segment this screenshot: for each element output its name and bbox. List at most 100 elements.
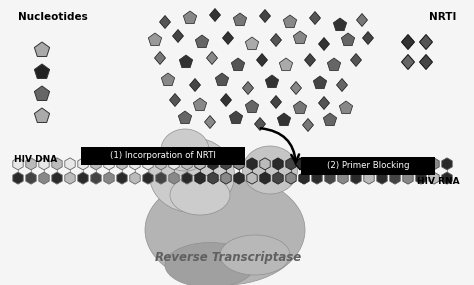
Polygon shape (91, 158, 101, 170)
Polygon shape (293, 31, 307, 44)
Text: (2) Primer Blocking: (2) Primer Blocking (327, 162, 409, 170)
Polygon shape (323, 113, 337, 126)
Polygon shape (247, 172, 257, 184)
Polygon shape (350, 54, 362, 66)
Polygon shape (312, 172, 322, 184)
Polygon shape (313, 76, 327, 89)
Polygon shape (156, 158, 166, 170)
Polygon shape (233, 13, 246, 26)
Polygon shape (35, 42, 50, 56)
Polygon shape (328, 58, 341, 71)
Polygon shape (338, 172, 348, 184)
Polygon shape (341, 33, 355, 46)
Polygon shape (229, 111, 243, 124)
Polygon shape (364, 172, 374, 184)
Polygon shape (210, 9, 220, 21)
Polygon shape (159, 15, 171, 28)
Polygon shape (390, 158, 400, 170)
Polygon shape (351, 158, 361, 170)
Polygon shape (419, 34, 432, 50)
Polygon shape (190, 78, 201, 91)
Polygon shape (220, 93, 231, 107)
Polygon shape (193, 98, 207, 111)
Polygon shape (319, 38, 329, 50)
Polygon shape (195, 35, 209, 48)
Polygon shape (234, 172, 244, 184)
Text: HIV DNA: HIV DNA (14, 154, 57, 164)
Polygon shape (259, 9, 271, 23)
Polygon shape (155, 52, 165, 64)
Text: NRTI: NRTI (428, 12, 456, 22)
Polygon shape (279, 58, 292, 71)
Polygon shape (52, 158, 62, 170)
Polygon shape (182, 158, 192, 170)
Polygon shape (52, 172, 62, 184)
Text: HIV RNA: HIV RNA (418, 178, 460, 186)
Ellipse shape (165, 243, 255, 285)
Polygon shape (291, 82, 301, 95)
Polygon shape (337, 78, 347, 91)
Polygon shape (273, 172, 283, 184)
Polygon shape (338, 158, 348, 170)
Polygon shape (207, 52, 218, 64)
FancyArrowPatch shape (261, 128, 299, 162)
Polygon shape (255, 117, 265, 131)
Polygon shape (364, 158, 374, 170)
FancyBboxPatch shape (301, 157, 435, 175)
Polygon shape (377, 172, 387, 184)
Polygon shape (195, 158, 205, 170)
Polygon shape (173, 30, 183, 42)
Polygon shape (286, 172, 296, 184)
Polygon shape (310, 11, 320, 25)
Polygon shape (363, 32, 374, 44)
Polygon shape (26, 172, 36, 184)
Polygon shape (256, 54, 267, 66)
Polygon shape (401, 34, 414, 50)
Polygon shape (299, 172, 309, 184)
Polygon shape (161, 73, 174, 86)
Polygon shape (39, 172, 49, 184)
Polygon shape (183, 11, 197, 24)
Polygon shape (247, 158, 257, 170)
Ellipse shape (243, 146, 298, 194)
Polygon shape (179, 55, 192, 68)
Polygon shape (273, 158, 283, 170)
Polygon shape (169, 158, 179, 170)
Polygon shape (156, 172, 166, 184)
Polygon shape (178, 111, 191, 124)
Polygon shape (312, 158, 322, 170)
Ellipse shape (220, 235, 290, 275)
Polygon shape (148, 33, 162, 46)
Polygon shape (416, 158, 426, 170)
Polygon shape (302, 119, 313, 131)
Polygon shape (39, 158, 49, 170)
Polygon shape (143, 172, 153, 184)
Polygon shape (222, 32, 234, 44)
Polygon shape (390, 172, 400, 184)
Polygon shape (403, 158, 413, 170)
Polygon shape (215, 73, 228, 86)
Text: Reverse Transcriptase: Reverse Transcriptase (155, 251, 301, 264)
Polygon shape (429, 172, 439, 184)
Polygon shape (182, 172, 192, 184)
Polygon shape (104, 172, 114, 184)
Text: Nucleotides: Nucleotides (18, 12, 88, 22)
Polygon shape (333, 18, 346, 31)
Ellipse shape (149, 137, 235, 213)
Polygon shape (277, 113, 291, 126)
Polygon shape (169, 172, 179, 184)
Ellipse shape (170, 175, 230, 215)
Polygon shape (260, 172, 270, 184)
Polygon shape (419, 54, 432, 70)
Polygon shape (26, 158, 36, 170)
Polygon shape (319, 97, 329, 109)
Polygon shape (170, 93, 181, 107)
Polygon shape (117, 158, 127, 170)
Polygon shape (429, 158, 439, 170)
Polygon shape (339, 101, 353, 114)
Polygon shape (283, 15, 297, 28)
Polygon shape (78, 158, 88, 170)
Polygon shape (13, 158, 23, 170)
Polygon shape (286, 158, 296, 170)
Polygon shape (265, 75, 279, 88)
